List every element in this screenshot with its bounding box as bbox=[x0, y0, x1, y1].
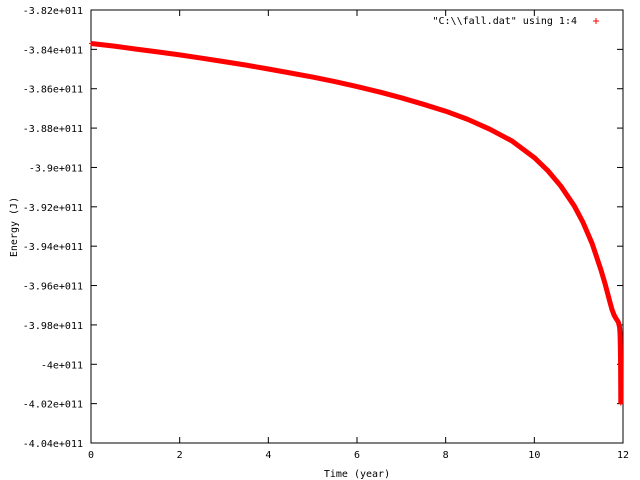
y-tick-label: -3.94e+011 bbox=[23, 242, 83, 253]
data-point bbox=[598, 267, 603, 272]
data-point bbox=[288, 70, 293, 75]
data-point bbox=[133, 46, 138, 51]
x-tick-label: 6 bbox=[354, 450, 360, 461]
data-point bbox=[558, 184, 563, 189]
y-tick-label: -3.86e+011 bbox=[23, 85, 83, 96]
data-point bbox=[589, 241, 594, 246]
plot-frame bbox=[90, 9, 624, 444]
data-point bbox=[111, 44, 116, 49]
x-tick-label: 10 bbox=[528, 450, 540, 461]
x-tick-label: 4 bbox=[265, 450, 271, 461]
data-point bbox=[443, 109, 448, 114]
x-tick-label: 8 bbox=[443, 450, 449, 461]
data-series bbox=[89, 41, 624, 406]
data-point bbox=[609, 307, 614, 312]
y-tick-label: -3.9e+011 bbox=[29, 163, 83, 174]
data-point bbox=[617, 329, 622, 334]
data-point bbox=[332, 79, 337, 84]
data-point bbox=[421, 102, 426, 107]
data-point bbox=[532, 155, 537, 160]
data-point bbox=[581, 220, 586, 225]
data-point bbox=[355, 84, 359, 89]
legend: "C:\\fall.dat" using 1:4 bbox=[433, 16, 599, 27]
data-point bbox=[465, 117, 470, 122]
data-point bbox=[488, 127, 492, 132]
data-point bbox=[266, 67, 271, 72]
y-tick-label: -3.96e+011 bbox=[23, 282, 83, 293]
data-point bbox=[377, 89, 382, 94]
data-point bbox=[603, 282, 608, 287]
x-tick-label: 0 bbox=[88, 450, 94, 461]
legend-marker bbox=[593, 18, 599, 24]
data-point bbox=[155, 49, 160, 54]
data-point bbox=[545, 168, 550, 173]
y-tick-label: -3.98e+011 bbox=[23, 321, 83, 332]
data-point bbox=[177, 52, 182, 57]
y-tick-label: -3.82e+011 bbox=[23, 6, 83, 17]
data-point bbox=[199, 56, 204, 61]
data-point bbox=[618, 401, 623, 406]
x-axis-ticks: 0 2 4 6 8 10 12 bbox=[88, 10, 629, 461]
y-tick-label: -3.92e+011 bbox=[23, 203, 83, 214]
y-tick-label: -3.88e+011 bbox=[23, 124, 83, 135]
data-point bbox=[399, 95, 404, 100]
data-point bbox=[89, 41, 93, 46]
data-point bbox=[244, 63, 249, 68]
data-point bbox=[572, 203, 577, 208]
y-axis-ticks: -3.82e+011 -3.84e+011 -3.86e+011 -3.88e+011… bbox=[23, 6, 623, 450]
y-tick-label: -3.84e+011 bbox=[23, 45, 83, 56]
data-point bbox=[510, 139, 515, 144]
y-axis-label: Energy (J) bbox=[9, 197, 20, 257]
y-tick-label: -4e+011 bbox=[41, 360, 83, 371]
data-point bbox=[310, 75, 315, 80]
legend-label: "C:\\fall.dat" using 1:4 bbox=[433, 16, 578, 27]
y-tick-label: -4.02e+011 bbox=[23, 400, 83, 411]
data-point bbox=[607, 299, 612, 304]
data-point bbox=[222, 59, 226, 64]
data-point bbox=[618, 342, 623, 347]
series-trace bbox=[90, 41, 624, 404]
data-point bbox=[612, 313, 617, 318]
y-tick-label: -4.04e+011 bbox=[23, 439, 83, 450]
x-axis-label: Time (year) bbox=[324, 469, 390, 480]
data-point bbox=[618, 333, 623, 338]
data-point bbox=[618, 362, 623, 367]
x-tick-label: 2 bbox=[177, 450, 183, 461]
x-tick-label: 12 bbox=[617, 450, 629, 461]
